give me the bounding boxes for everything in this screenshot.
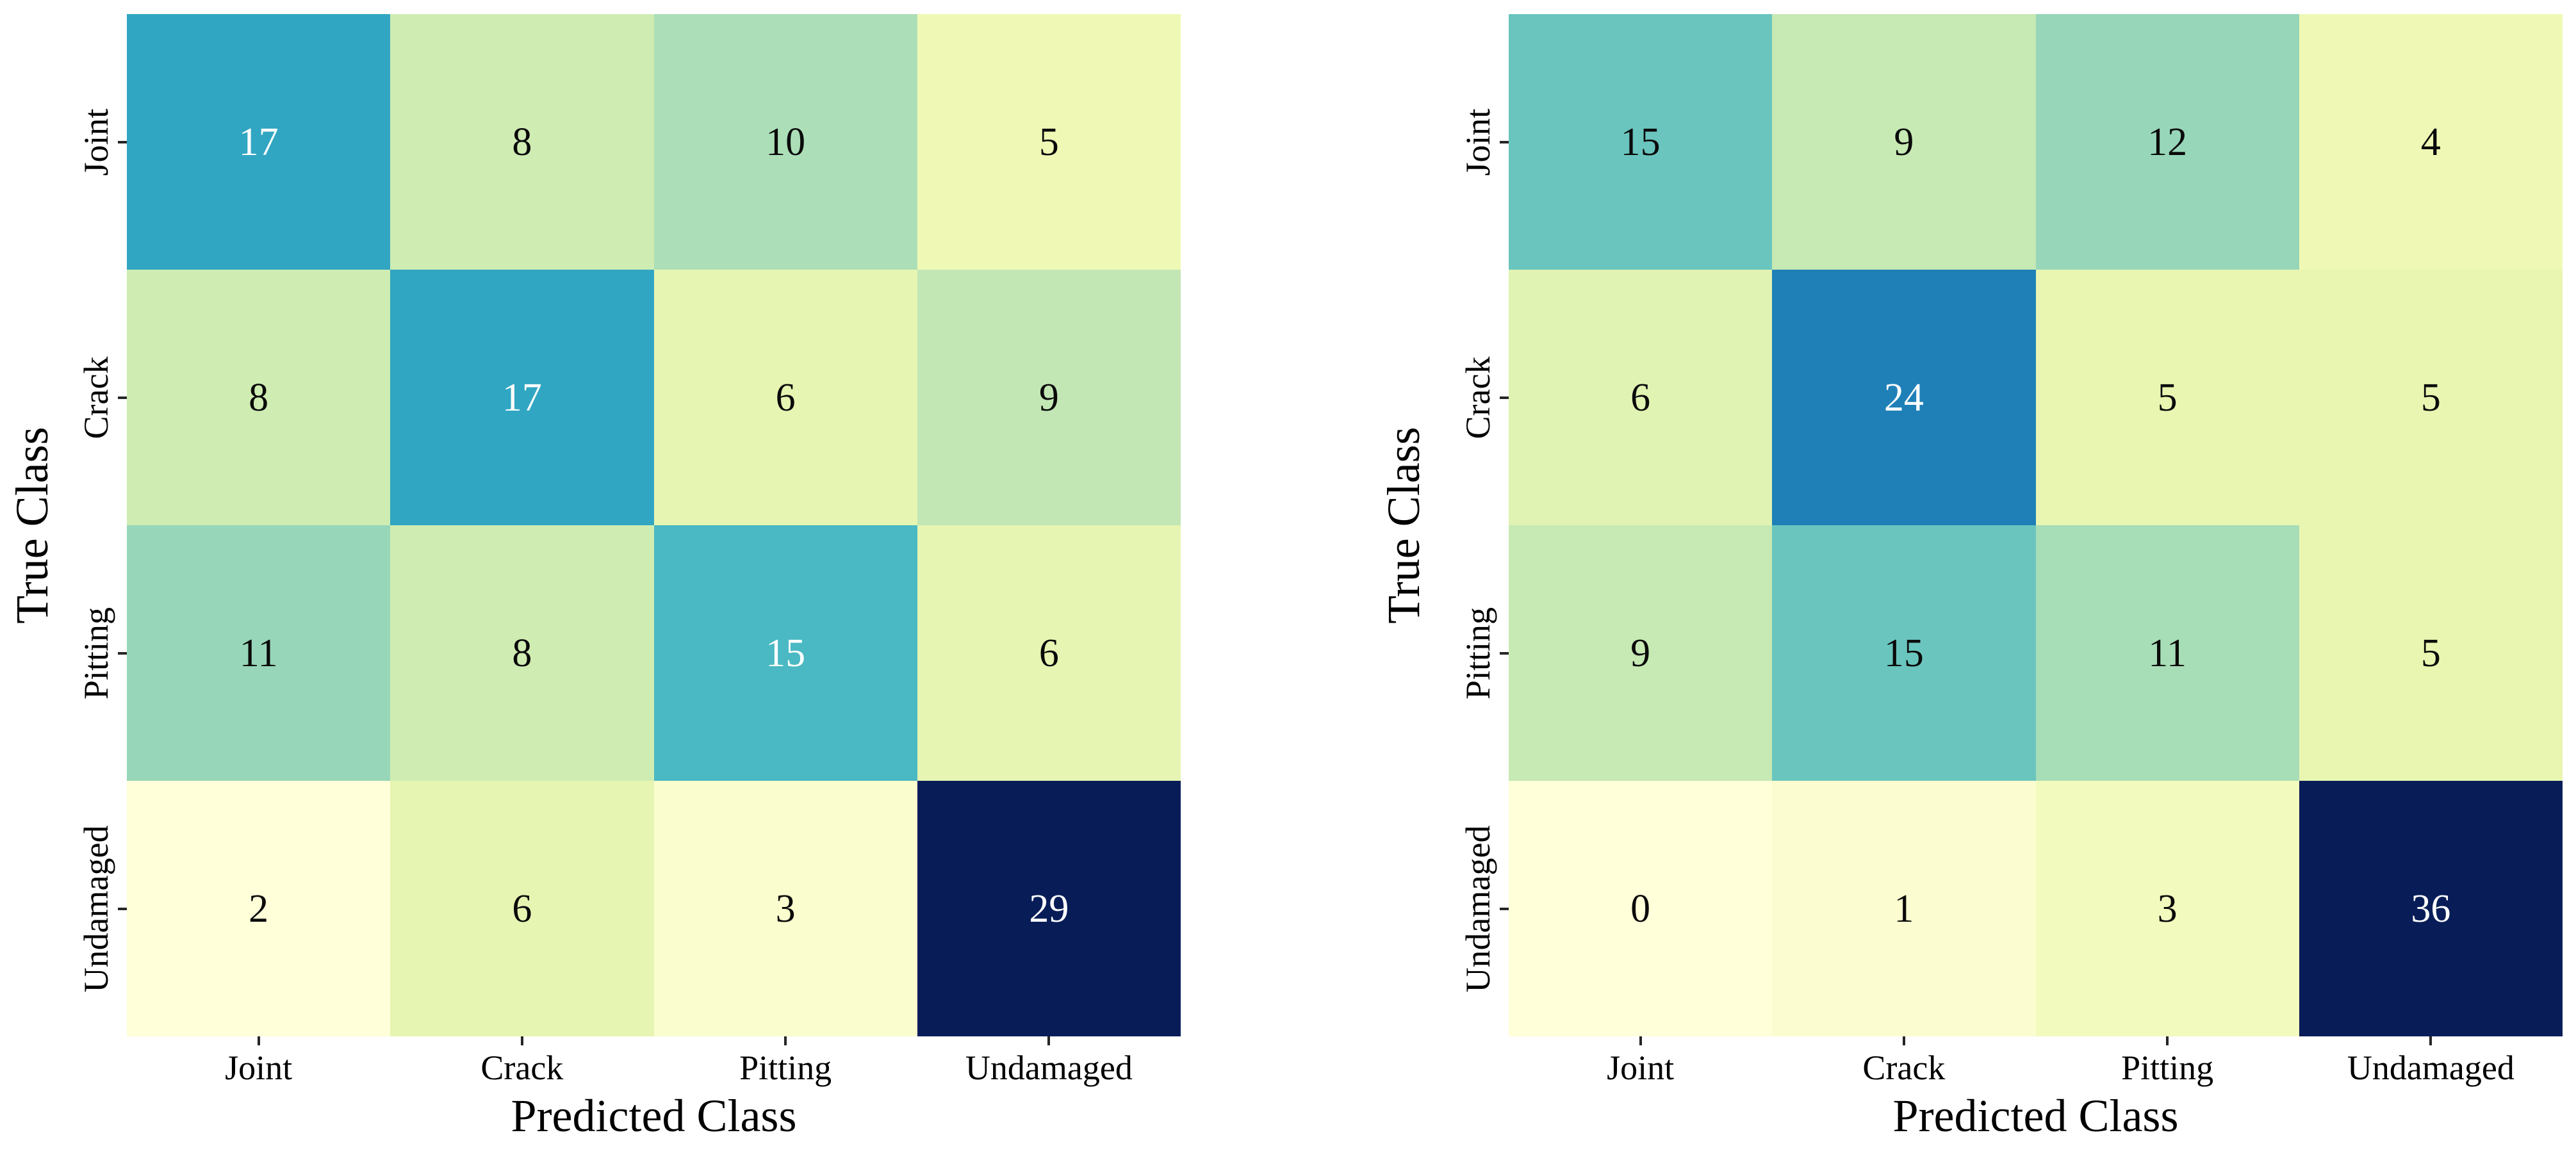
heatmap-grid: 15 9 12 4 6 24 5 5 9 15 11 5 0 1 3 36 [1509,14,2563,1036]
x-tick-label: Joint [1607,1049,1675,1087]
matrix-cell: 17 [127,14,391,270]
y-tick-mark [118,396,127,399]
matrix-cell: 8 [127,270,391,525]
x-tick-mark [1047,1036,1051,1045]
matrix-cell: 5 [2035,270,2299,525]
y-tick-mark [118,651,127,655]
x-tick-label: Crack [1862,1049,1946,1087]
y-tick-mark [118,140,127,143]
heatmap-grid: 17 8 10 5 8 17 6 9 11 8 15 6 2 6 3 29 [127,14,1181,1036]
matrix-cell: 15 [1509,14,1773,270]
y-tick-mark [1500,907,1509,910]
matrix-cell: 29 [917,781,1181,1036]
x-tick-mark [520,1036,523,1045]
y-tick-label: Undamaged [1459,825,1497,992]
matrix-cell: 11 [127,525,391,781]
matrix-cell: 2 [127,781,391,1036]
x-tick-label: Pitting [739,1049,832,1087]
matrix-cell: 3 [653,781,917,1036]
x-tick-mark [1902,1036,1905,1045]
x-tick-mark [2429,1036,2432,1045]
x-axis-title: Predicted Class [511,1090,797,1141]
x-tick-mark [2166,1036,2169,1045]
y-axis-title: True Class [1378,427,1429,624]
matrix-cell: 3 [2035,781,2299,1036]
y-tick-label: Joint [1459,108,1497,176]
matrix-cell: 6 [390,781,654,1036]
y-tick-label: Crack [1459,356,1497,439]
matrix-cell: 17 [390,270,654,525]
x-tick-label: Undamaged [2347,1049,2514,1087]
x-tick-mark [257,1036,260,1045]
matrix-cell: 9 [1772,14,2036,270]
matrix-cell: 5 [2299,270,2563,525]
matrix-cell: 6 [917,525,1181,781]
matrix-cell: 10 [653,14,917,270]
x-tick-label: Pitting [2121,1049,2214,1087]
matrix-cell: 24 [1772,270,2036,525]
matrix-cell: 12 [2035,14,2299,270]
y-tick-mark [1500,651,1509,655]
x-tick-mark [784,1036,787,1045]
matrix-cell: 6 [653,270,917,525]
x-tick-label: Joint [225,1049,293,1087]
x-axis-title: Predicted Class [1892,1090,2179,1141]
matrix-cell: 8 [390,14,654,270]
matrix-cell: 6 [1509,270,1773,525]
y-tick-mark [118,907,127,910]
matrix-cell: 0 [1509,781,1773,1036]
matrix-cell: 36 [2299,781,2563,1036]
x-tick-label: Crack [480,1049,564,1087]
x-tick-label: Undamaged [965,1049,1133,1087]
matrix-cell: 9 [1509,525,1773,781]
matrix-cell: 9 [917,270,1181,525]
matrix-cell: 11 [2035,525,2299,781]
matrix-cell: 15 [1772,525,2036,781]
matrix-cell: 4 [2299,14,2563,270]
matrix-cell: 5 [917,14,1181,270]
matrix-cell: 15 [653,525,917,781]
matrix-cell: 5 [2299,525,2563,781]
y-tick-mark [1500,140,1509,143]
y-tick-label: Pitting [1459,607,1497,699]
matrix-cell: 1 [1772,781,2036,1036]
matrix-cell: 8 [390,525,654,781]
x-tick-mark [1639,1036,1642,1045]
y-tick-mark [1500,396,1509,399]
